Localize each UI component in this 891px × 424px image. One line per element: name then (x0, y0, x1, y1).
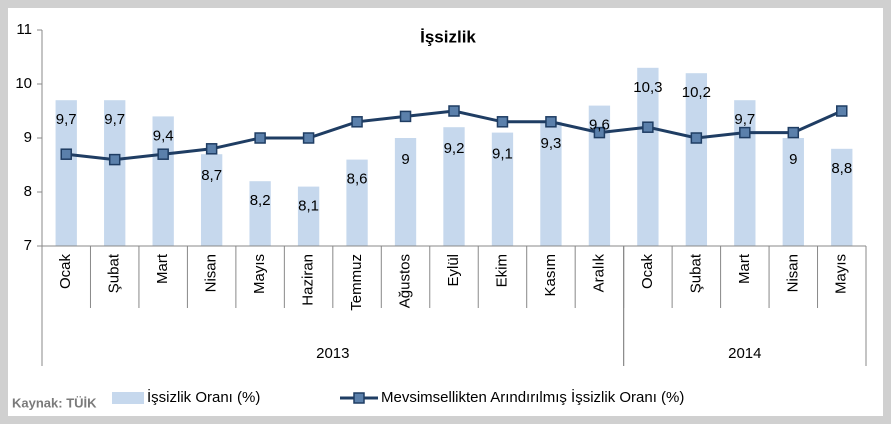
x-tick-label: Ocak (639, 254, 656, 290)
x-tick-label: Şubat (687, 253, 704, 293)
value-label: 9,4 (153, 127, 174, 144)
legend-label: Mevsimsellikten Arındırılmış İşsizlik Or… (381, 388, 684, 406)
marker (108, 153, 121, 166)
marker (593, 126, 606, 139)
source: Kaynak: TÜİK (12, 395, 97, 410)
marker (351, 116, 363, 128)
bar (200, 154, 223, 246)
value-label: 9,1 (492, 146, 513, 163)
bar (782, 138, 804, 246)
marker (642, 121, 654, 133)
value-label: 9 (789, 151, 797, 168)
value-label: 8,6 (347, 171, 368, 188)
marker (399, 110, 412, 123)
value-label: 8,7 (201, 167, 222, 184)
marker (836, 105, 848, 117)
group-label: 2014 (728, 345, 761, 362)
x-tick-label: Mayıs (833, 254, 850, 294)
marker (157, 148, 169, 160)
bar (249, 181, 271, 246)
legend-label: İşsizlik Oranı (%) (147, 388, 260, 406)
x-tick-label: Nisan (784, 254, 801, 292)
marker (787, 126, 800, 139)
value-label: 8,8 (831, 160, 852, 177)
bar (394, 138, 417, 246)
x-tick-label: Nisan (203, 254, 220, 292)
value-label: 8,2 (250, 192, 271, 209)
x-tick-label: Aralık (590, 254, 607, 293)
bar (637, 67, 659, 246)
bar (491, 132, 514, 246)
bar (104, 100, 126, 246)
value-label: 9 (401, 151, 409, 168)
marker (254, 132, 266, 144)
value-label: 10,3 (633, 79, 662, 96)
value-label: 9,7 (56, 111, 77, 128)
value-label: 8,1 (298, 198, 319, 215)
x-tick-label: Temmuz (348, 254, 365, 311)
group-label: 2013 (316, 345, 349, 362)
y-tick-label: 9 (24, 129, 32, 146)
x-tick-label: Ocak (57, 254, 74, 290)
marker (205, 143, 218, 155)
legend-swatch (112, 392, 144, 404)
marker (302, 132, 315, 144)
chart-title: İşsizlik (420, 27, 476, 46)
marker (690, 132, 703, 144)
value-label: 10,2 (682, 84, 711, 101)
bar (443, 127, 465, 246)
value-label: 9,3 (541, 135, 562, 152)
x-tick-label: Haziran (300, 254, 317, 306)
y-tick-label: 7 (24, 237, 32, 254)
marker (448, 105, 460, 117)
bar (831, 148, 853, 246)
marker (739, 126, 751, 139)
marker (60, 148, 72, 160)
bar (685, 73, 708, 246)
value-label: 9,7 (734, 111, 755, 128)
marker (545, 116, 557, 128)
x-tick-label: Ekim (493, 254, 510, 287)
x-tick-label: Kasım (542, 254, 559, 297)
x-tick-label: Mayıs (251, 254, 268, 294)
x-tick-label: Mart (736, 253, 753, 284)
marker (496, 116, 509, 128)
y-tick-label: 8 (24, 183, 32, 200)
value-label: 9,6 (589, 117, 610, 134)
value-label: 9,2 (444, 140, 465, 157)
x-tick-label: Mart (154, 253, 171, 284)
bar (588, 105, 611, 246)
bar (540, 121, 562, 246)
legend-swatch (353, 392, 365, 404)
bar (346, 159, 368, 246)
x-tick-label: Şubat (106, 253, 123, 293)
value-label: 9,7 (104, 111, 125, 128)
x-tick-label: Ağustos (396, 254, 413, 308)
bar (297, 186, 320, 246)
bar (55, 100, 77, 246)
y-tick-label: 11 (16, 21, 32, 38)
x-tick-label: Eylül (445, 254, 462, 287)
y-tick-label: 10 (15, 75, 32, 92)
